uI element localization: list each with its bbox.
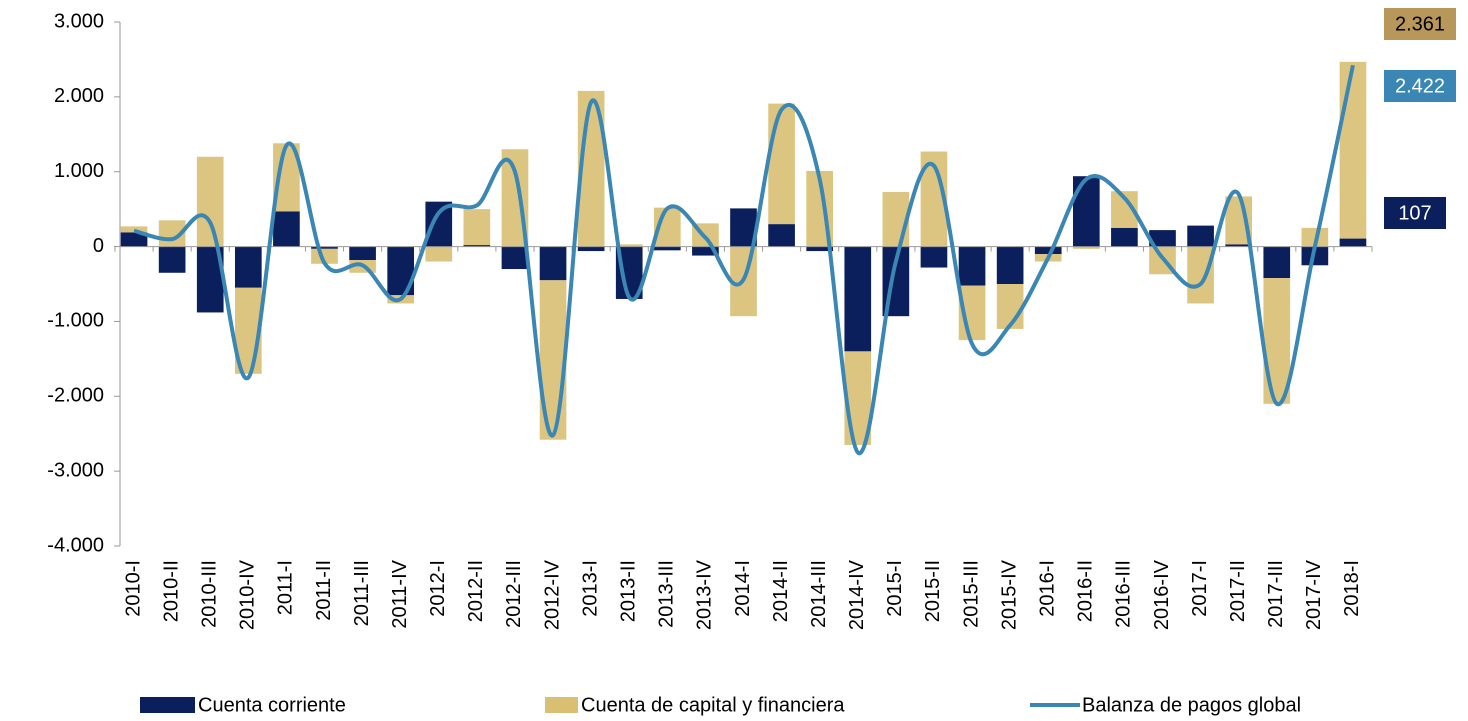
x-tick-label: 2010-IV (237, 559, 259, 630)
bar (1301, 227, 1329, 247)
value-label: 107 (1398, 202, 1431, 224)
bar (311, 248, 338, 264)
line (133, 64, 1355, 456)
bar (1339, 61, 1367, 239)
bar (692, 246, 719, 256)
bar (158, 246, 186, 273)
bar (539, 246, 567, 281)
x-tick-label: 2015-IV (998, 559, 1020, 630)
bar (120, 232, 148, 247)
x-tick-label: 2015-I (884, 560, 906, 617)
x-tick-label: 2010-II (160, 560, 182, 622)
bar (1263, 246, 1291, 279)
x-tick-label: 2010-I (122, 560, 144, 617)
x-tick-label: 2018-I (1341, 560, 1363, 617)
bar (615, 244, 643, 247)
bar (234, 246, 262, 288)
x-tick-label: 2012-II (465, 560, 487, 622)
bar (920, 246, 948, 268)
x-tick-label: 2011-II (313, 560, 335, 621)
bar (1339, 238, 1367, 247)
y-tick-label: 0 (93, 235, 104, 257)
x-tick-label: 2013-III (656, 560, 678, 628)
bar (425, 201, 453, 247)
x-tick-label: 2017-III (1265, 560, 1287, 628)
bar (806, 246, 834, 252)
legend-label: Cuenta de capital y financiera (581, 694, 845, 716)
x-tick-label: 2017-I (1189, 560, 1211, 617)
x-tick-label: 2016-IV (1151, 559, 1173, 630)
x-tick-label: 2014-IV (846, 559, 868, 630)
bar (1187, 246, 1214, 304)
x-tick-label: 2011-IV (389, 559, 411, 628)
x-tick-label: 2014-I (732, 560, 754, 617)
bar (1072, 246, 1100, 249)
x-tick-label: 2013-I (579, 560, 601, 617)
legend-label: Cuenta corriente (198, 694, 346, 716)
y-tick-label: -4.000 (47, 534, 104, 556)
x-tick-label: 2014-III (808, 560, 830, 628)
bar (120, 226, 148, 233)
x-tick-label: 2010-III (199, 560, 221, 628)
bar (577, 246, 605, 252)
bar (996, 246, 1024, 284)
bar (844, 246, 872, 352)
value-label-box (1384, 70, 1456, 102)
bar (1225, 244, 1253, 247)
y-tick-label: -2.000 (47, 385, 104, 407)
y-tick-label: -3.000 (47, 459, 104, 481)
bar (958, 246, 986, 286)
bar (501, 246, 529, 270)
legend-label: Balanza de pagos global (1082, 694, 1301, 716)
x-tick-label: 2012-III (503, 560, 525, 628)
bar (1034, 246, 1062, 255)
x-tick-label: 2013-II (618, 560, 640, 622)
legend-swatch (545, 697, 578, 713)
x-tick-label: 2012-I (427, 560, 449, 617)
bar (768, 224, 795, 247)
y-tick-label: 3.000 (54, 10, 104, 32)
bar (349, 246, 376, 261)
bar (463, 209, 491, 246)
bar (1149, 230, 1176, 247)
legend-swatch (140, 697, 195, 713)
bar (1072, 176, 1100, 247)
bar (996, 284, 1024, 329)
x-tick-label: 2016-II (1075, 560, 1097, 622)
x-tick-label: 2016-III (1113, 560, 1135, 628)
bar (196, 156, 224, 247)
x-tick-label: 2016-I (1037, 560, 1059, 617)
x-tick-label: 2012-IV (541, 559, 563, 630)
value-label-box (1384, 8, 1456, 40)
bar (463, 245, 491, 247)
bar (273, 211, 300, 247)
bar (768, 103, 795, 225)
value-label: 2.361 (1395, 13, 1445, 35)
bar (1111, 227, 1138, 247)
x-tick-label: 2017-IV (1303, 559, 1325, 630)
y-tick-label: 2.000 (54, 85, 104, 107)
x-tick-label: 2013-IV (694, 559, 716, 630)
y-tick-label: 1.000 (54, 160, 104, 182)
x-tick-label: 2017-II (1227, 560, 1249, 622)
x-tick-label: 2011-III (351, 560, 373, 626)
value-label: 2.422 (1395, 75, 1445, 97)
x-tick-label: 2011-I (275, 560, 297, 615)
bar (311, 246, 338, 249)
x-tick-label: 2015-III (960, 560, 982, 628)
bar (1187, 225, 1214, 247)
bar (653, 246, 681, 251)
x-tick-label: 2015-II (922, 560, 944, 622)
x-tick-label: 2014-II (770, 560, 792, 622)
y-tick-label: -1.000 (47, 310, 104, 332)
bar (425, 246, 453, 262)
value-label-box (1384, 197, 1446, 229)
